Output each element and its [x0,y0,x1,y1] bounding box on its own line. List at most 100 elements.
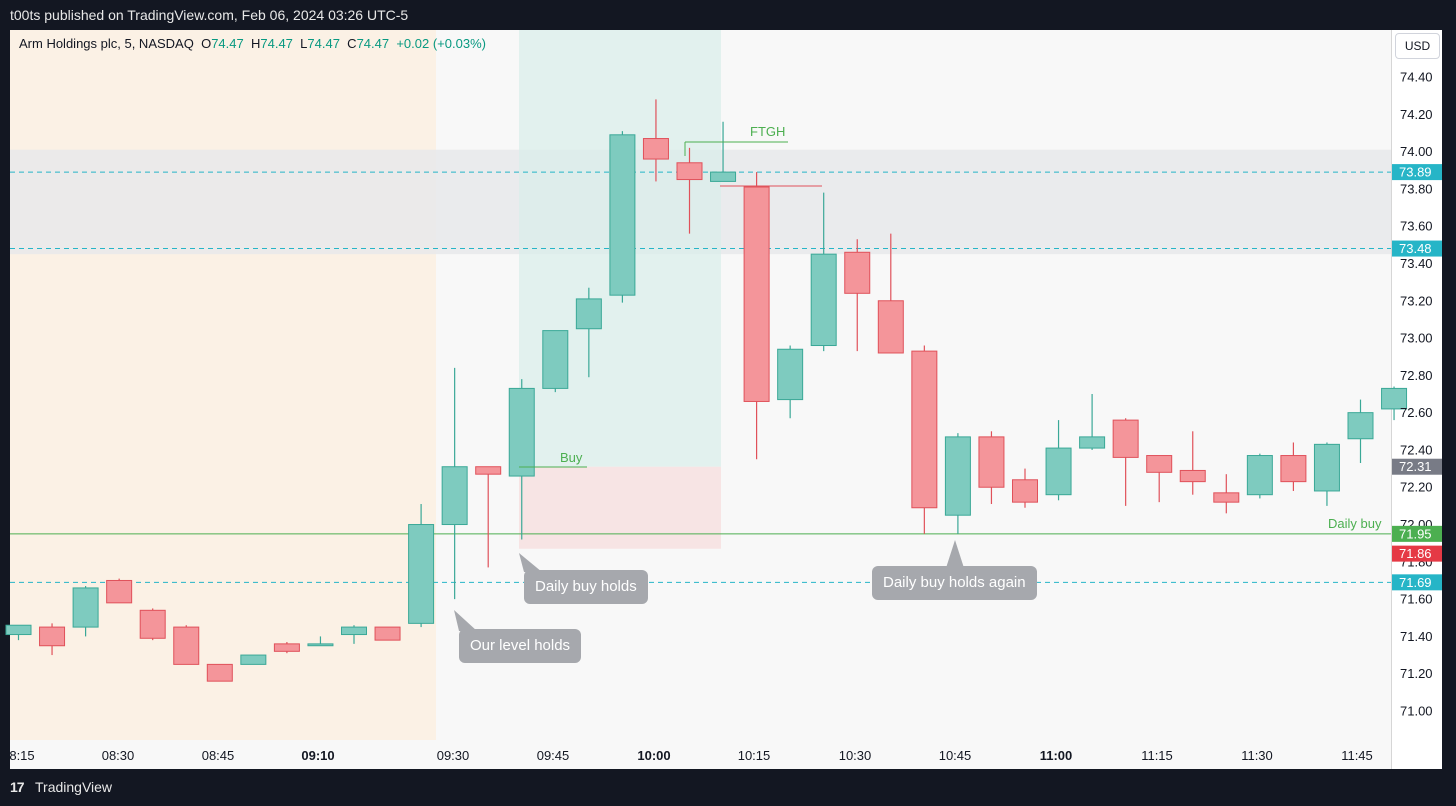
y-tick-label: 71.60 [1400,592,1433,607]
y-tick-label: 72.80 [1400,368,1433,383]
candle-body [240,654,267,665]
legend-c-value: 74.47 [356,36,390,51]
legend-l-label: L [300,36,308,51]
candle-body [1179,469,1206,483]
candle-body [72,587,99,628]
x-tick-label: 10:00 [637,748,670,763]
price-badge-label: 72.31 [1399,459,1432,474]
candle [408,504,435,628]
legend-h-label: H [250,36,261,51]
candle [1246,453,1273,499]
y-tick-label: 74.40 [1400,70,1433,85]
candle-body [273,643,300,652]
candle [240,654,267,665]
candle-body [106,579,133,604]
callout-daily-buy-again: Daily buy holds again [872,566,1037,600]
price-badge: 72.31 [1392,458,1442,475]
callout-pointer [454,610,477,631]
x-tick-label: 11:45 [1341,748,1373,763]
candle-body [575,298,602,330]
candle [307,636,334,647]
x-tick-label: 08:45 [202,748,235,763]
candle-body [1012,479,1038,503]
x-tick-label: 10:15 [738,748,771,763]
price-badge-label: 73.89 [1399,165,1432,180]
candle-body [777,348,804,401]
x-tick-label: 11:15 [1141,748,1173,763]
price-badge: 73.89 [1392,164,1442,181]
candle [341,625,367,644]
candle [944,433,971,534]
candle-body [944,436,971,516]
legend-c-label: C [347,36,357,51]
candle [1112,418,1139,506]
y-tick-label: 73.40 [1400,256,1433,271]
candle-body [508,387,535,477]
price-badge-bg [1392,525,1442,542]
publish-header: t00ts published on TradingView.com, Feb … [0,0,1456,30]
candle [710,121,737,182]
x-tick-label: 10:30 [839,748,872,763]
candle-body [1246,455,1273,496]
candle [273,642,300,654]
candle-body [408,524,435,624]
candle-body [978,436,1005,488]
x-tick-label: 09:30 [437,748,470,763]
price-badge-bg [1392,574,1442,591]
legend-symbol: Arm Holdings plc, 5, NASDAQ [19,36,194,51]
candle-body [341,626,367,636]
candle [609,131,636,303]
candle-body [1045,447,1072,496]
candle-body [374,626,401,641]
candle-body [642,138,669,160]
legend-h-value: 74.47 [260,36,293,51]
callout-daily-buy: Daily buy holds [524,570,648,604]
candle [1179,431,1206,495]
x-tick-label: 09:45 [537,748,570,763]
callout-our-level: Our level holds [459,629,582,663]
candle [978,431,1005,505]
y-tick-label: 73.00 [1400,331,1433,346]
y-tick-label: 73.20 [1400,293,1433,308]
y-tick-label: 74.00 [1400,144,1433,159]
candle-body [609,134,636,296]
candle-body [710,171,737,182]
candle-body [542,330,569,389]
candle [206,663,233,682]
candle [575,287,602,378]
y-tick-label: 72.20 [1400,480,1433,495]
candle-body [307,643,334,647]
y-tick-label: 71.40 [1400,629,1433,644]
symbol-legend: Arm Holdings plc, 5, NASDAQ O74.47 H74.4… [19,36,486,51]
currency-button[interactable]: USD [1395,33,1440,59]
brand-name: TradingView [35,779,113,795]
candle [911,345,938,534]
price-badge: 71.69 [1392,574,1442,591]
candle-body [1347,412,1374,440]
y-tick-label: 73.60 [1400,219,1433,234]
candle-body [1079,436,1106,449]
candle [1045,420,1072,501]
candle-body [844,251,871,294]
candle [475,466,502,568]
ftgh-label: FTGH [750,124,785,139]
buy-label: Buy [560,450,583,465]
price-badge: 73.48 [1392,240,1442,257]
candle [441,367,468,600]
candle [777,345,804,419]
candle-body [39,626,66,647]
candle [508,379,535,540]
x-tick-label: 11:30 [1241,748,1273,763]
candle [810,192,837,352]
price-badge-label: 71.95 [1399,526,1432,541]
x-tick-label: 8:15 [9,748,34,763]
publish-text: t00ts published on TradingView.com, Feb … [10,7,409,23]
price-badge-label: 73.48 [1399,241,1432,256]
candle [676,147,703,234]
candle-body [1213,492,1240,503]
footer: 17 TradingView [0,769,1456,806]
candle-body [206,663,233,682]
candle-body [1280,455,1307,483]
callout-pointer [946,540,964,568]
